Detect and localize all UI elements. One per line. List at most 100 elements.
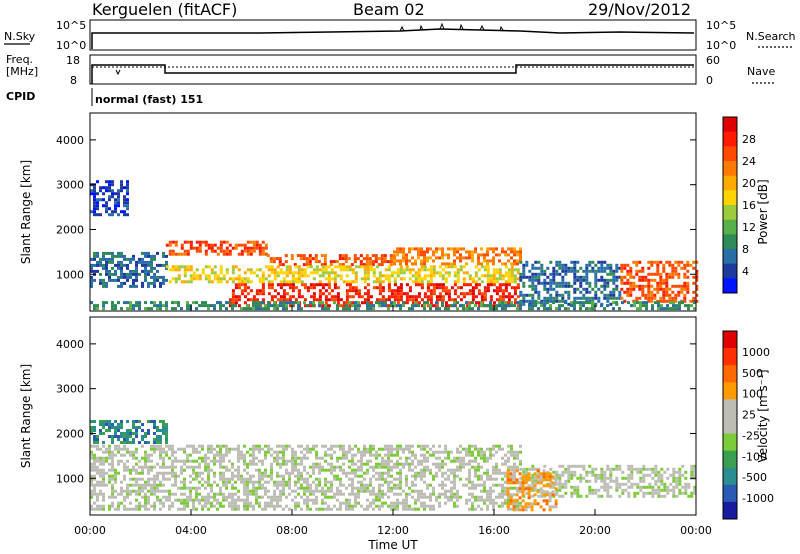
heatmap-cell <box>674 272 678 276</box>
heatmap-cell <box>477 292 481 296</box>
heatmap-cell <box>369 480 372 484</box>
heatmap-cell <box>231 301 235 305</box>
heatmap-cell <box>642 491 646 495</box>
heatmap-cell <box>366 292 370 296</box>
heatmap-cell <box>321 271 325 275</box>
heatmap-cell <box>327 468 330 472</box>
heatmap-cell <box>432 274 436 278</box>
heatmap-cell <box>555 293 559 297</box>
heatmap-cell <box>429 295 433 299</box>
heatmap-cell <box>558 307 561 311</box>
heatmap-cell <box>642 494 646 498</box>
heatmap-cell <box>486 262 489 266</box>
heatmap-cell <box>324 444 327 448</box>
heatmap-cell <box>225 249 229 253</box>
heatmap-cell <box>651 491 655 495</box>
heatmap-cell <box>665 272 669 276</box>
heatmap-cell <box>468 462 471 466</box>
heatmap-cell <box>324 304 327 308</box>
heatmap-cell <box>327 480 330 484</box>
velocity-colorbar-label: Velocity [m s⁻¹] <box>756 369 770 462</box>
heatmap-cell <box>135 301 138 305</box>
heatmap-cell <box>258 477 261 481</box>
heatmap-cell <box>444 289 448 293</box>
heatmap-cell <box>114 489 117 493</box>
heatmap-cell <box>324 483 327 487</box>
heatmap-cell <box>579 284 583 288</box>
heatmap-cell <box>270 453 273 457</box>
heatmap-cell <box>108 480 111 484</box>
heatmap-cell <box>579 296 583 300</box>
heatmap-cell <box>138 486 141 490</box>
heatmap-cell <box>213 307 216 311</box>
heatmap-cell <box>438 468 441 472</box>
heatmap-cell <box>678 491 682 495</box>
heatmap-cell <box>509 478 513 482</box>
heatmap-cell <box>684 491 688 495</box>
heatmap-cell <box>354 265 358 269</box>
heatmap-cell <box>486 447 489 451</box>
heatmap-cell <box>393 289 397 293</box>
heatmap-cell <box>524 481 528 485</box>
heatmap-cell <box>371 254 375 258</box>
heatmap-cell <box>99 459 102 463</box>
heatmap-cell <box>429 495 432 499</box>
heatmap-cell <box>327 277 331 281</box>
heatmap-cell <box>156 471 159 475</box>
heatmap-cell <box>171 468 174 472</box>
heatmap-cell <box>180 252 184 256</box>
heatmap-cell <box>231 504 234 508</box>
heatmap-cell <box>399 265 403 269</box>
heatmap-cell <box>423 268 427 272</box>
heatmap-cell <box>585 287 589 291</box>
heatmap-cell <box>141 471 144 475</box>
heatmap-cell <box>540 301 543 305</box>
heatmap-cell <box>192 447 195 451</box>
heatmap-cell <box>132 278 135 282</box>
heatmap-cell <box>273 480 276 484</box>
heatmap-cell <box>153 477 156 481</box>
heatmap-cell <box>597 266 601 270</box>
heatmap-cell <box>536 469 540 473</box>
heatmap-cell <box>222 474 225 478</box>
heatmap-cell <box>609 263 613 267</box>
heatmap-cell <box>300 295 304 299</box>
heatmap-cell <box>126 278 129 282</box>
heatmap-cell <box>303 268 307 272</box>
heatmap-cell <box>168 252 172 256</box>
heatmap-cell <box>270 465 273 469</box>
heatmap-cell <box>504 253 507 257</box>
heatmap-cell <box>546 290 550 294</box>
heatmap-cell <box>387 447 390 451</box>
heatmap-cell <box>510 465 513 469</box>
heatmap-cell <box>495 268 499 272</box>
heatmap-cell <box>641 284 645 288</box>
heatmap-cell <box>366 301 369 305</box>
heatmap-cell <box>471 277 475 281</box>
heatmap-cell <box>264 486 267 490</box>
heatmap-cell <box>531 293 535 297</box>
heatmap-cell <box>297 480 300 484</box>
heatmap-cell <box>264 468 267 472</box>
heatmap-cell <box>626 287 630 291</box>
heatmap-cell <box>336 498 339 502</box>
heatmap-cell <box>507 277 511 281</box>
heatmap-cell <box>423 453 426 457</box>
heatmap-cell <box>465 307 468 311</box>
heatmap-cell <box>341 254 345 258</box>
heatmap-cell <box>279 498 282 502</box>
heatmap-cell <box>389 260 393 264</box>
heatmap-cell <box>165 278 168 282</box>
heatmap-cell <box>504 492 507 496</box>
heatmap-cell <box>378 495 381 499</box>
heatmap-cell <box>408 504 411 508</box>
heatmap-cell <box>324 507 327 511</box>
heatmap-cell <box>392 254 396 258</box>
heatmap-cell <box>336 292 340 296</box>
heatmap-cell <box>531 272 535 276</box>
heatmap-cell <box>117 501 120 505</box>
heatmap-cell <box>306 286 310 290</box>
heatmap-cell <box>96 456 99 460</box>
heatmap-cell <box>477 283 481 287</box>
heatmap-cell <box>348 471 351 475</box>
